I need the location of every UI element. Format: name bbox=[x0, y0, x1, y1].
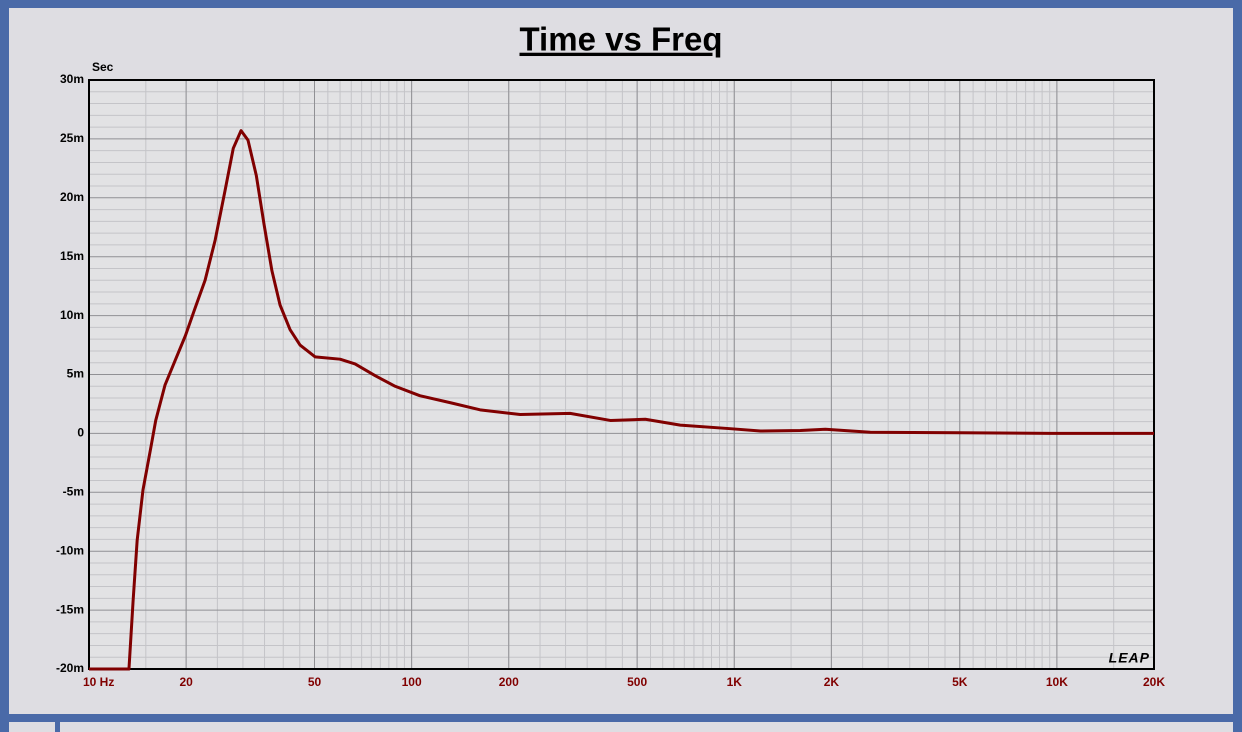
x-tick-label: 2K bbox=[824, 675, 840, 689]
y-tick-label: 20m bbox=[60, 190, 84, 204]
x-tick-label: 10 Hz bbox=[83, 675, 114, 689]
lower-divider bbox=[55, 722, 60, 732]
y-tick-label: -15m bbox=[56, 602, 84, 616]
x-tick-label: 20 bbox=[179, 675, 193, 689]
y-tick-label: 15m bbox=[60, 249, 84, 263]
x-tick-label: 20K bbox=[1143, 675, 1165, 689]
lower-panel bbox=[9, 722, 1233, 732]
y-tick-label: 30m bbox=[60, 72, 84, 86]
y-tick-label: 25m bbox=[60, 131, 84, 145]
y-tick-label: -20m bbox=[56, 661, 84, 675]
x-tick-label: 10K bbox=[1046, 675, 1068, 689]
x-tick-label: 5K bbox=[952, 675, 968, 689]
y-tick-label: 0 bbox=[77, 426, 84, 440]
y-axis-label: Sec bbox=[92, 60, 114, 74]
chart-title: Time vs Freq bbox=[520, 21, 723, 58]
data-line bbox=[89, 129, 1154, 671]
y-tick-label: 10m bbox=[60, 308, 84, 322]
x-tick-label: 1K bbox=[727, 675, 743, 689]
y-tick-label: -10m bbox=[56, 543, 84, 557]
x-tick-label: 500 bbox=[627, 675, 647, 689]
x-tick-label: 200 bbox=[499, 675, 519, 689]
y-tick-label: -5m bbox=[63, 484, 84, 498]
y-tick-label: 5m bbox=[67, 367, 84, 381]
plot-border bbox=[88, 79, 1155, 670]
logo: LEAP bbox=[1109, 650, 1150, 666]
x-tick-label: 100 bbox=[402, 675, 422, 689]
x-tick-label: 50 bbox=[308, 675, 322, 689]
